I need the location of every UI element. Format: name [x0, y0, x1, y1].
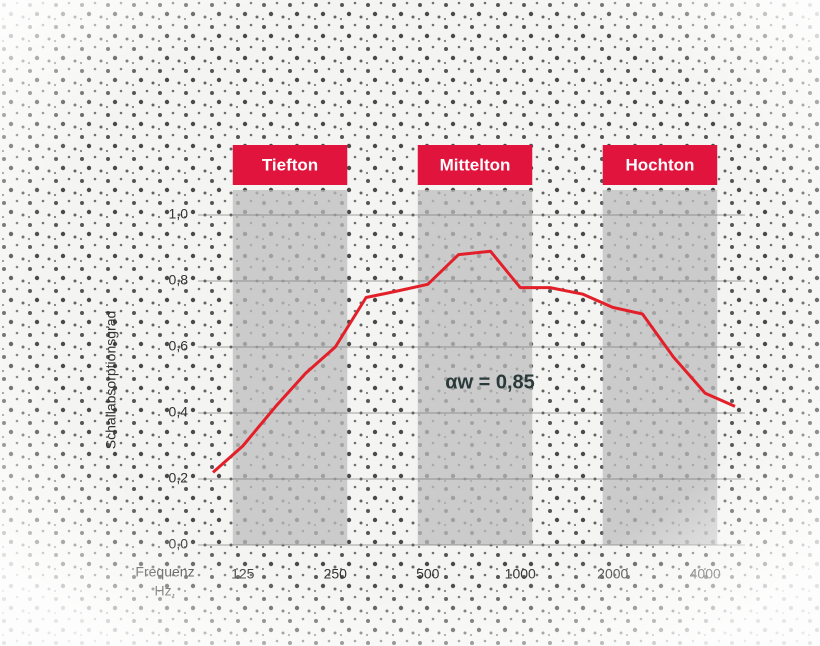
x-axis-unit: Hz.: [155, 583, 176, 599]
x-tick-label: 1000: [505, 566, 536, 582]
y-tick-label: 0,8: [169, 272, 189, 288]
band-area: [602, 190, 718, 545]
y-axis-title: Schallabsorptionsgrad: [103, 311, 119, 450]
y-tick-label: 0,4: [169, 404, 189, 420]
y-tick-label: 1,0: [169, 206, 189, 222]
y-tick-label: 0,0: [169, 536, 189, 552]
band-title: Hochton: [626, 155, 695, 174]
x-tick-label: 500: [416, 566, 440, 582]
x-tick-label: 4000: [690, 566, 721, 582]
y-tick-label: 0,2: [169, 470, 189, 486]
y-tick-label: 0,6: [169, 338, 189, 354]
band-area: [232, 190, 348, 545]
x-axis-title: Frequenz: [135, 564, 194, 580]
band-title: Mittelton: [440, 155, 511, 174]
annotation: αw = 0,85: [445, 371, 535, 393]
x-tick-label: 250: [324, 566, 348, 582]
band-title: Tiefton: [262, 155, 318, 174]
x-tick-label: 2000: [597, 566, 628, 582]
band-area: [417, 190, 533, 545]
x-tick-label: 125: [231, 566, 255, 582]
